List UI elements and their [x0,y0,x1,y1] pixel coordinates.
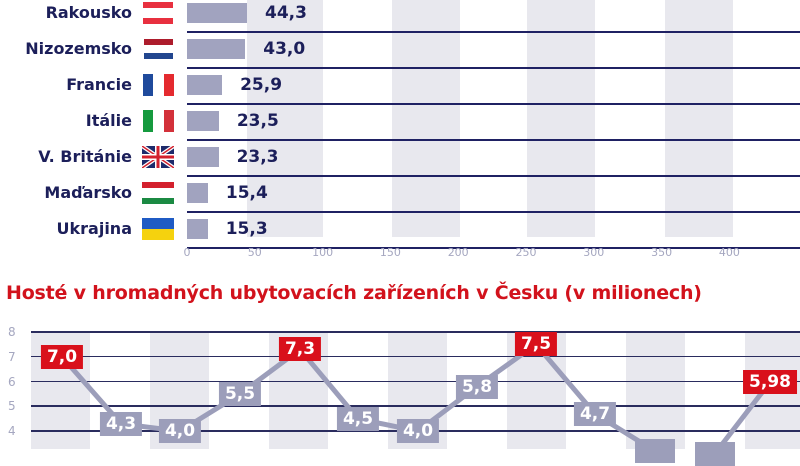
row-divider [187,31,800,33]
x-tick-label: 300 [583,246,605,259]
netherlands-flag-icon [142,38,174,60]
italy-flag-icon [142,110,174,132]
x-tick-label: 150 [379,246,401,259]
grid-band [527,0,595,237]
country-label: Itálie [85,111,132,130]
y-tick-label: 4 [8,424,16,439]
x-tick-label: 100 [312,246,334,259]
y-tick-label: 7 [8,349,16,364]
ukraine-flag-icon [142,218,174,240]
y-gridline [31,355,800,358]
x-tick-label: 400 [718,246,740,259]
value-label: 23,3 [236,147,279,167]
line-chart-title: Hosté v hromadných ubytovacích zařízeníc… [6,282,702,304]
y-tick-label: 6 [8,374,16,389]
y-gridline [31,331,800,333]
uk-flag-icon [140,144,176,170]
y-gridline [31,380,800,383]
y-tick-label: 5 [8,399,16,414]
x-tick-label: 50 [247,246,262,259]
country-label: Ukrajina [56,219,132,238]
bar [187,3,248,23]
data-label [635,439,675,464]
country-label: Nizozemsko [25,39,132,58]
country-label: Francie [66,75,132,94]
data-label-highlight: 7,0 [40,344,84,369]
y-tick-label: 8 [8,325,16,339]
row-divider [187,211,800,213]
hungary-flag-icon [142,182,174,204]
data-label [695,441,735,466]
y-gridline [31,405,800,407]
row-divider [187,139,800,141]
bar [187,147,219,167]
x-tick-label: 350 [651,246,673,259]
bar [187,219,208,239]
france-flag-icon [142,74,174,96]
grid-band [247,0,323,237]
x-tick-label: 200 [447,246,469,259]
austria-flag-icon [142,2,174,24]
data-label-highlight: 7,3 [278,337,322,362]
x-tick-label: 250 [515,246,537,259]
value-label: 15,3 [225,219,268,239]
value-label: 15,4 [225,183,268,203]
value-label: 25,9 [240,75,283,95]
row-divider [187,67,800,69]
value-label: 44,3 [265,3,307,23]
bar [187,111,219,131]
bar-chart: Rakousko 44,3 Nizozemsko 43,0 Francie 25,9 Itá… [25,0,800,259]
country-label: Rakousko [45,3,132,22]
line-chart: 8 7 6 5 4 7,0 4,3 4,0 5,5 7,3 4,5 4,0 5,8 7,5 4,7 5,98 [0,315,800,466]
data-label: 5,8 [455,374,499,399]
grid-band [392,0,460,237]
value-label: 23,5 [236,111,279,131]
country-label: V. Británie [38,147,132,166]
data-label: 4,3 [99,411,143,436]
row-divider [187,103,800,105]
data-label: 4,0 [158,419,202,444]
data-label: 4,5 [336,406,380,431]
country-label: Maďarsko [44,183,132,202]
data-label-highlight: 7,5 [514,332,558,357]
row-divider [187,247,800,249]
row-divider [187,175,800,177]
data-label-highlight: 5,98 [743,370,797,395]
data-label: 4,7 [573,401,617,426]
grid-band [626,332,685,449]
x-tick-label: 0 [183,246,191,259]
bar [187,75,223,95]
bar [187,39,246,59]
data-label: 5,5 [218,382,262,406]
value-label: 43,0 [263,39,306,59]
grid-band [665,0,733,237]
data-label: 4,0 [396,419,440,444]
bar [187,183,208,203]
